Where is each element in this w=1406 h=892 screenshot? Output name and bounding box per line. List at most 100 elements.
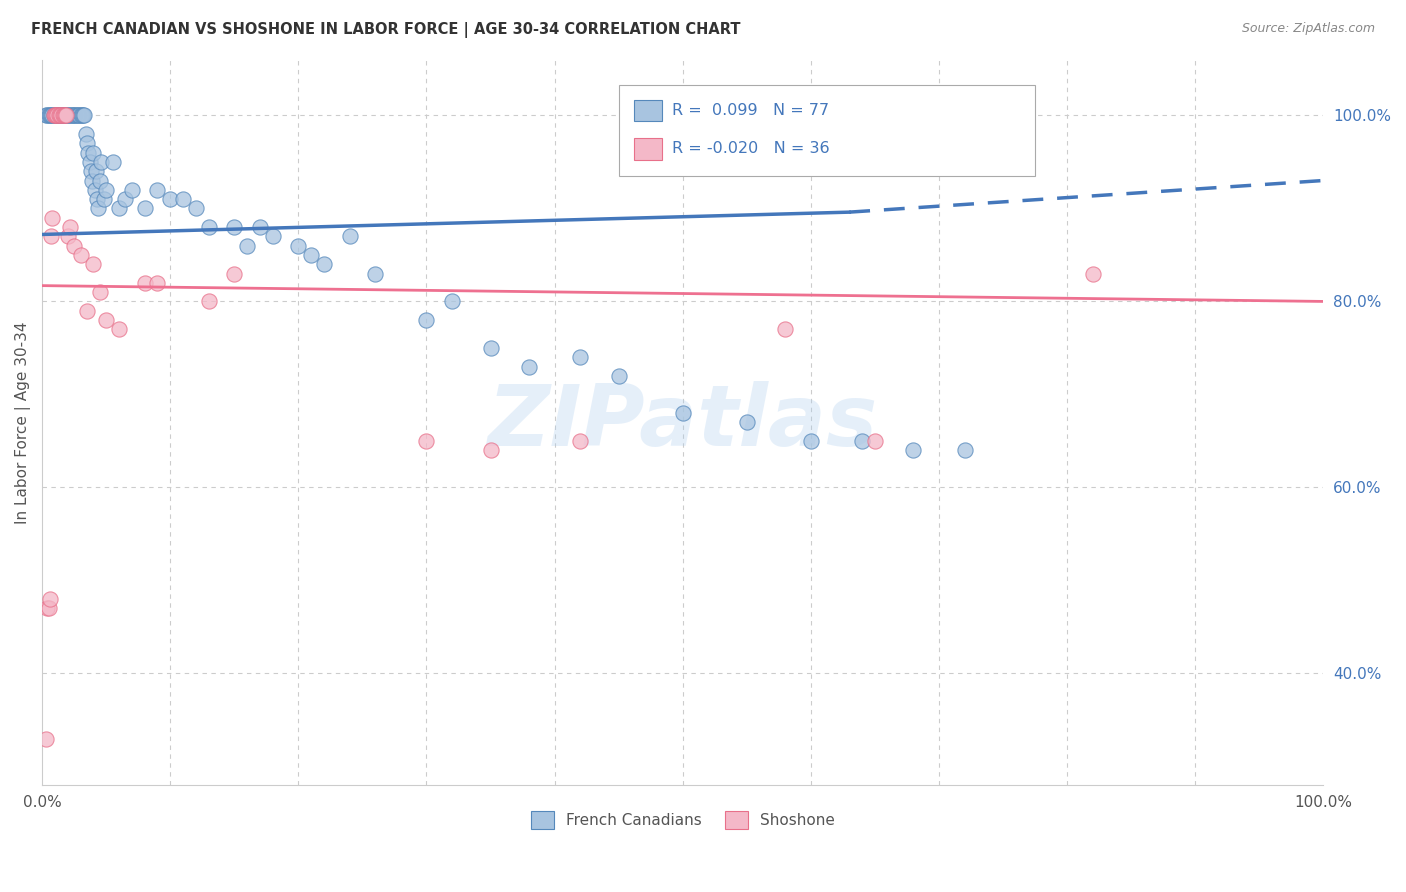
Point	[52, 108, 75, 122]
Point	[197, 220, 219, 235]
Point	[82, 257, 104, 271]
Point	[38, 108, 60, 122]
Point	[46, 108, 69, 122]
Point	[39, 108, 62, 122]
Point	[441, 294, 464, 309]
Point	[49, 108, 72, 122]
Point	[607, 368, 630, 383]
Point	[224, 220, 246, 235]
Point	[41, 108, 63, 122]
Point	[87, 202, 110, 216]
Point	[773, 322, 796, 336]
Point	[59, 220, 82, 235]
Point	[48, 108, 70, 122]
Point	[55, 108, 77, 122]
Point	[415, 434, 437, 448]
Point	[42, 108, 65, 122]
Point	[73, 108, 96, 122]
Point	[101, 155, 124, 169]
Point	[56, 229, 79, 244]
Point	[146, 183, 169, 197]
Text: R = -0.020   N = 36: R = -0.020 N = 36	[672, 141, 830, 156]
Point	[62, 108, 84, 122]
Point	[75, 127, 97, 141]
Point	[79, 155, 101, 169]
Point	[517, 359, 540, 374]
Point	[38, 108, 60, 122]
Point	[287, 238, 309, 252]
Point	[52, 108, 75, 122]
Point	[60, 108, 83, 122]
Text: ZIPatlas: ZIPatlas	[488, 381, 877, 464]
Point	[299, 248, 322, 262]
Point	[58, 108, 80, 122]
Point	[37, 601, 59, 615]
Point	[953, 443, 976, 458]
Point	[49, 108, 72, 122]
Point	[66, 108, 89, 122]
Point	[66, 108, 89, 122]
Point	[672, 406, 695, 420]
Point	[52, 108, 75, 122]
Point	[569, 350, 592, 364]
Point	[172, 192, 194, 206]
Point	[224, 267, 246, 281]
Point	[45, 108, 67, 122]
Y-axis label: In Labor Force | Age 30-34: In Labor Force | Age 30-34	[15, 321, 31, 524]
Point	[76, 303, 98, 318]
Point	[96, 313, 118, 327]
Point	[108, 202, 131, 216]
Point	[96, 183, 118, 197]
Point	[76, 136, 98, 151]
Point	[312, 257, 335, 271]
Point	[479, 443, 502, 458]
Point	[35, 108, 58, 122]
Point	[863, 434, 886, 448]
Point	[72, 108, 94, 122]
Point	[53, 108, 76, 122]
Point	[262, 229, 284, 244]
Point	[84, 164, 107, 178]
Point	[121, 183, 143, 197]
Legend: French Canadians, Shoshone: French Canadians, Shoshone	[524, 805, 841, 836]
Bar	[634, 138, 662, 160]
Point	[90, 155, 112, 169]
Point	[44, 108, 66, 122]
FancyBboxPatch shape	[619, 85, 1035, 176]
Point	[89, 285, 111, 299]
Point	[35, 731, 58, 746]
Point	[51, 108, 73, 122]
Point	[82, 145, 104, 160]
Bar	[634, 100, 662, 121]
Text: FRENCH CANADIAN VS SHOSHONE IN LABOR FORCE | AGE 30-34 CORRELATION CHART: FRENCH CANADIAN VS SHOSHONE IN LABOR FOR…	[31, 22, 741, 38]
Point	[46, 108, 69, 122]
Point	[44, 108, 66, 122]
Point	[86, 192, 108, 206]
Point	[114, 192, 136, 206]
Point	[39, 229, 62, 244]
Point	[415, 313, 437, 327]
Point	[38, 592, 60, 607]
Point	[851, 434, 873, 448]
Point	[52, 108, 75, 122]
Point	[63, 238, 86, 252]
Point	[42, 108, 65, 122]
Point	[249, 220, 271, 235]
Point	[69, 248, 91, 262]
Text: R =  0.099   N = 77: R = 0.099 N = 77	[672, 103, 830, 118]
Point	[479, 341, 502, 355]
Point	[800, 434, 823, 448]
Point	[56, 108, 79, 122]
Point	[134, 202, 156, 216]
Point	[159, 192, 181, 206]
Point	[93, 192, 115, 206]
Point	[1081, 267, 1104, 281]
Point	[63, 108, 86, 122]
Point	[197, 294, 219, 309]
Point	[53, 108, 76, 122]
Point	[77, 145, 100, 160]
Point	[45, 108, 67, 122]
Point	[569, 434, 592, 448]
Point	[51, 108, 73, 122]
Point	[83, 183, 105, 197]
